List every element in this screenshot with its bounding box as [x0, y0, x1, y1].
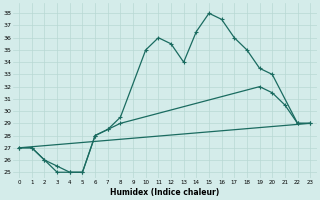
X-axis label: Humidex (Indice chaleur): Humidex (Indice chaleur)	[110, 188, 219, 197]
